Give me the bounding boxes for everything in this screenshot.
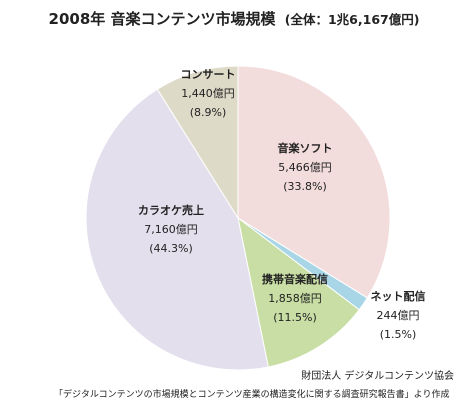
- chart-title-total: (全体：1兆6,167億円): [284, 12, 420, 27]
- slice-label-karaoke-pct: (44.3%): [149, 242, 193, 255]
- slice-label-concert-name: コンサート: [181, 68, 236, 81]
- slice-label-concert-value: 1,440億円: [181, 87, 235, 100]
- pie-slice-concert: [156, 65, 239, 220]
- slice-label-mobile-delivery-pct: (11.5%): [273, 311, 317, 324]
- pie-slice-music-software: [237, 65, 391, 299]
- source-report: 「デジタルコンテンツの市場規模とコンテンツ産業の構造変化に関する調査研究報告書」…: [54, 390, 450, 400]
- slice-label-mobile-delivery-name: 携帯音楽配信: [262, 272, 328, 286]
- slice-label-net-delivery-value: 244億円: [377, 309, 420, 322]
- source-organization: 財団法人 デジタルコンテンツ協会: [301, 371, 454, 382]
- slice-label-music-software-pct: (33.8%): [283, 180, 327, 193]
- slice-label-net-delivery-name: ネット配信: [371, 289, 426, 303]
- chart-title-main: 2008年 音楽コンテンツ市場規模: [48, 10, 276, 28]
- chart-title: 2008年 音楽コンテンツ市場規模 (全体：1兆6,167億円): [0, 8, 468, 29]
- slice-label-music-software-name: 音楽ソフト: [278, 141, 333, 155]
- slice-label-karaoke-value: 7,160億円: [144, 223, 198, 236]
- slice-label-mobile-delivery-value: 1,858億円: [268, 292, 322, 305]
- slice-label-concert-pct: (8.9%): [190, 106, 227, 119]
- slice-label-karaoke-name: カラオケ売上: [138, 203, 204, 217]
- pie-slice-mobile-delivery: [237, 216, 360, 368]
- slice-label-music-software-value: 5,466億円: [278, 161, 332, 174]
- slice-label-net-delivery-pct: (1.5%): [380, 328, 417, 341]
- pie-slice-karaoke: [85, 88, 269, 371]
